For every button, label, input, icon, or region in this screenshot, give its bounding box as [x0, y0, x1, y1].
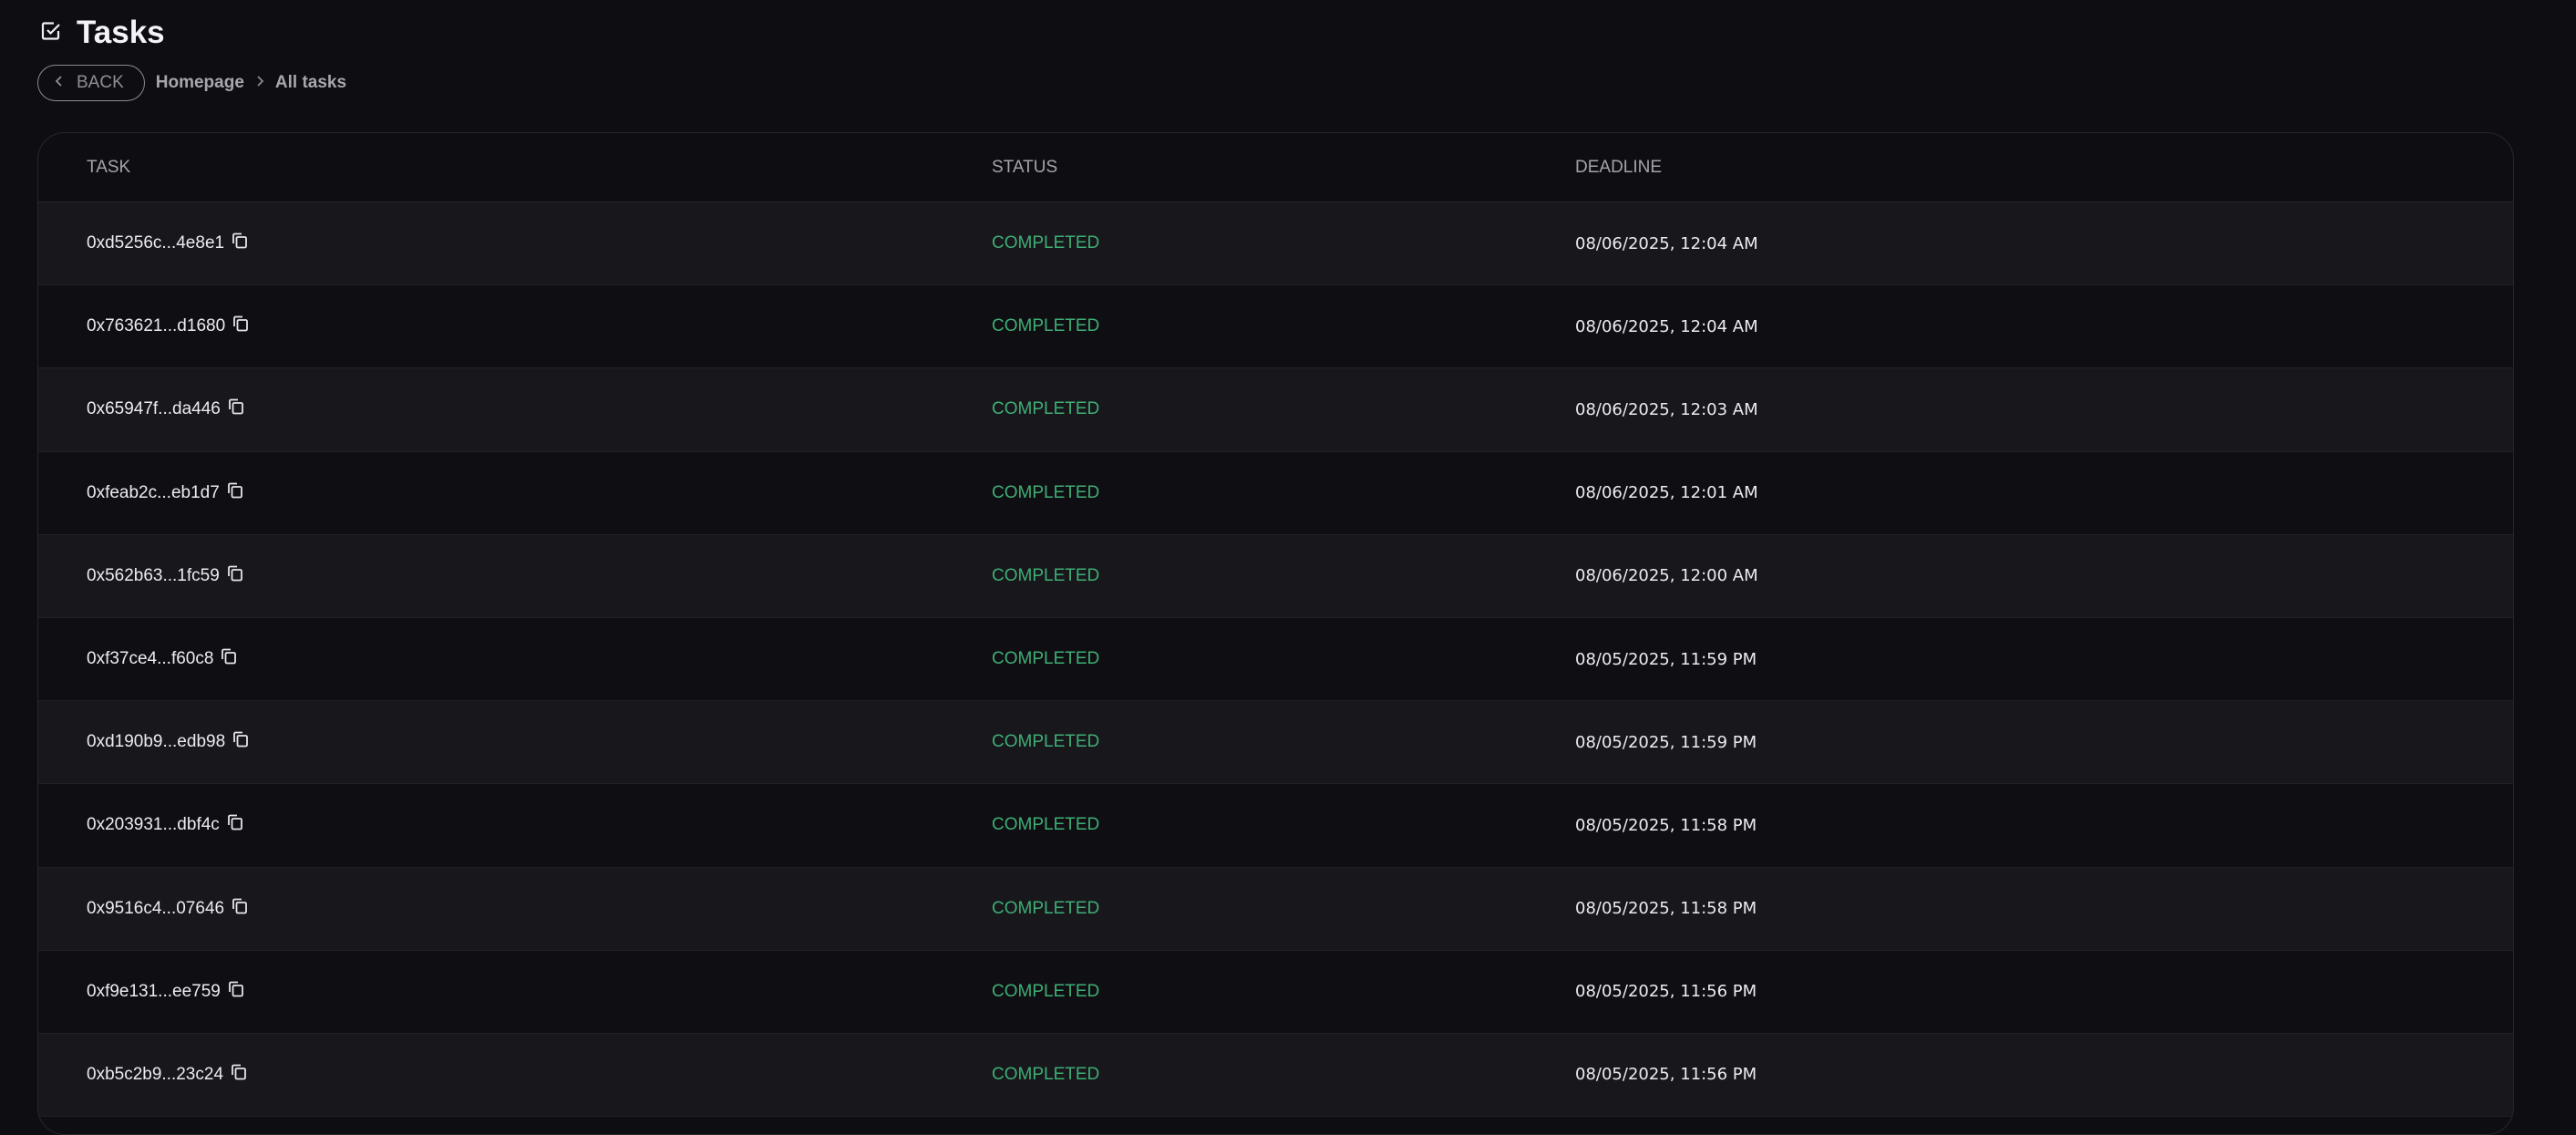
- breadcrumb: BACK Homepage All tasks: [37, 65, 346, 101]
- table-row[interactable]: 0x65947f...da446 COMPLETED 08/06/2025, 1…: [38, 368, 2513, 452]
- task-id: 0xd5256c...4e8e1: [87, 233, 225, 253]
- status-badge: COMPLETED: [992, 565, 1100, 585]
- deadline: 08/06/2025, 12:01 AM: [1575, 483, 1758, 503]
- task-id: 0xd190b9...edb98: [87, 732, 226, 752]
- task-cell: 0x562b63...1fc59: [87, 564, 244, 588]
- task-cell: 0x65947f...da446: [87, 397, 245, 421]
- status-badge: COMPLETED: [992, 898, 1100, 918]
- copy-icon[interactable]: [226, 813, 244, 837]
- deadline: 08/05/2025, 11:59 PM: [1575, 732, 1757, 752]
- task-cell: 0xd5256c...4e8e1: [87, 232, 249, 255]
- page-title: Tasks: [77, 15, 165, 50]
- column-header-status: STATUS: [992, 157, 1058, 177]
- copy-icon[interactable]: [226, 481, 244, 505]
- deadline: 08/06/2025, 12:04 AM: [1575, 233, 1758, 253]
- table-row[interactable]: 0xd190b9...edb98 COMPLETED 08/05/2025, 1…: [38, 701, 2513, 785]
- task-cell: 0xb5c2b9...23c24: [87, 1063, 248, 1087]
- breadcrumb-homepage[interactable]: Homepage: [155, 73, 244, 92]
- task-id: 0xfeab2c...eb1d7: [87, 482, 220, 502]
- task-id: 0x763621...d1680: [87, 316, 226, 336]
- table-row[interactable]: 0xb5c2b9...23c24 COMPLETED 08/05/2025, 1…: [38, 1033, 2513, 1118]
- status-badge: COMPLETED: [992, 732, 1100, 752]
- task-id: 0xf9e131...ee759: [87, 981, 221, 1001]
- deadline: 08/06/2025, 12:03 AM: [1575, 399, 1758, 419]
- copy-icon[interactable]: [227, 397, 245, 421]
- table-row[interactable]: 0x203931...dbf4c COMPLETED 08/05/2025, 1…: [38, 784, 2513, 868]
- task-id: 0x203931...dbf4c: [87, 815, 220, 835]
- column-header-deadline: DEADLINE: [1575, 157, 1663, 177]
- task-id: 0xb5c2b9...23c24: [87, 1064, 224, 1084]
- status-badge: COMPLETED: [992, 815, 1100, 835]
- chevron-right-icon: [255, 73, 264, 93]
- copy-icon[interactable]: [232, 730, 250, 754]
- deadline: 08/06/2025, 12:04 AM: [1575, 316, 1758, 336]
- task-id: 0xf37ce4...f60c8: [87, 649, 214, 669]
- copy-icon[interactable]: [227, 980, 245, 1004]
- deadline: 08/05/2025, 11:58 PM: [1575, 815, 1757, 835]
- status-badge: COMPLETED: [992, 316, 1100, 336]
- checkbox-icon: [40, 20, 62, 46]
- page-header: Tasks: [40, 15, 165, 51]
- task-id: 0x562b63...1fc59: [87, 565, 220, 585]
- task-cell: 0x763621...d1680: [87, 315, 250, 338]
- table-row[interactable]: 0xf9e131...ee759 COMPLETED 08/05/2025, 1…: [38, 950, 2513, 1034]
- deadline: 08/05/2025, 11:56 PM: [1575, 982, 1757, 1002]
- task-cell: 0xfeab2c...eb1d7: [87, 481, 244, 505]
- task-cell: 0xf9e131...ee759: [87, 980, 245, 1004]
- copy-icon[interactable]: [231, 232, 249, 255]
- status-badge: COMPLETED: [992, 1064, 1100, 1084]
- status-badge: COMPLETED: [992, 399, 1100, 419]
- status-badge: COMPLETED: [992, 482, 1100, 502]
- task-cell: 0x9516c4...07646: [87, 897, 249, 921]
- table-row[interactable]: 0xfeab2c...eb1d7 COMPLETED 08/06/2025, 1…: [38, 451, 2513, 535]
- table-row[interactable]: 0x562b63...1fc59 COMPLETED 08/06/2025, 1…: [38, 534, 2513, 618]
- table-row[interactable]: 0xd5256c...4e8e1 COMPLETED 08/06/2025, 1…: [38, 202, 2513, 286]
- table-header: TASK STATUS DEADLINE: [38, 133, 2513, 202]
- status-badge: COMPLETED: [992, 233, 1100, 253]
- copy-icon[interactable]: [226, 564, 244, 588]
- copy-icon[interactable]: [220, 647, 238, 671]
- deadline: 08/05/2025, 11:56 PM: [1575, 1065, 1757, 1085]
- column-header-task: TASK: [87, 157, 131, 177]
- table-row[interactable]: 0xf37ce4...f60c8 COMPLETED 08/05/2025, 1…: [38, 617, 2513, 702]
- task-id: 0x9516c4...07646: [87, 898, 225, 918]
- task-cell: 0xd190b9...edb98: [87, 730, 250, 754]
- deadline: 08/05/2025, 11:58 PM: [1575, 899, 1757, 919]
- table-row[interactable]: 0x763621...d1680 COMPLETED 08/06/2025, 1…: [38, 285, 2513, 369]
- table-row[interactable]: 0x9516c4...07646 COMPLETED 08/05/2025, 1…: [38, 867, 2513, 951]
- copy-icon[interactable]: [232, 315, 250, 338]
- deadline: 08/05/2025, 11:59 PM: [1575, 649, 1757, 669]
- copy-icon[interactable]: [230, 1063, 248, 1087]
- chevron-left-icon: [55, 73, 64, 93]
- status-badge: COMPLETED: [992, 649, 1100, 669]
- deadline: 08/06/2025, 12:00 AM: [1575, 566, 1758, 586]
- back-label: BACK: [77, 73, 124, 92]
- copy-icon[interactable]: [231, 897, 249, 921]
- status-badge: COMPLETED: [992, 981, 1100, 1001]
- task-cell: 0x203931...dbf4c: [87, 813, 244, 837]
- tasks-table: TASK STATUS DEADLINE 0xd5256c...4e8e1 CO…: [37, 132, 2514, 1135]
- task-cell: 0xf37ce4...f60c8: [87, 647, 238, 671]
- breadcrumb-all-tasks: All tasks: [274, 73, 347, 92]
- task-id: 0x65947f...da446: [87, 399, 221, 419]
- table-body: 0xd5256c...4e8e1 COMPLETED 08/06/2025, 1…: [38, 202, 2513, 1118]
- back-button[interactable]: BACK: [37, 65, 145, 101]
